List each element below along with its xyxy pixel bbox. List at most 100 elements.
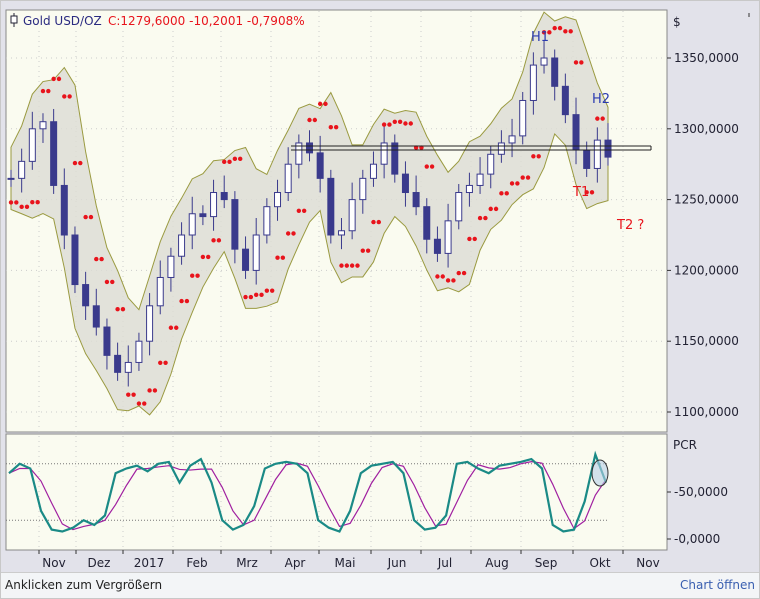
sar-dot bbox=[152, 388, 158, 393]
sar-dot bbox=[392, 119, 397, 124]
sar-dot bbox=[323, 101, 328, 107]
sar-dot bbox=[397, 119, 403, 124]
candle bbox=[455, 184, 463, 230]
sar-dot bbox=[104, 279, 110, 285]
sar-dot bbox=[488, 206, 493, 212]
sar-dot bbox=[429, 164, 435, 169]
month-label: Apr bbox=[285, 556, 306, 570]
candle bbox=[487, 145, 495, 189]
sar-dot bbox=[451, 278, 456, 283]
sar-dot bbox=[333, 124, 339, 130]
candle bbox=[135, 332, 143, 371]
currency-label: $ bbox=[673, 15, 681, 29]
sar-dot bbox=[387, 122, 392, 127]
sar-dot bbox=[371, 219, 376, 225]
sar-dot bbox=[280, 255, 286, 260]
sar-dot bbox=[14, 200, 19, 205]
sar-dot bbox=[584, 190, 589, 195]
price-tick-label: 1300,0000 bbox=[674, 122, 739, 136]
candle bbox=[92, 288, 100, 336]
sar-dot bbox=[445, 278, 451, 283]
sar-dot bbox=[46, 88, 51, 94]
candle bbox=[199, 205, 207, 226]
sar-dot bbox=[301, 208, 307, 213]
candle bbox=[359, 169, 367, 214]
sar-dot bbox=[30, 200, 35, 205]
sar-dot bbox=[275, 255, 280, 260]
sar-dot bbox=[24, 204, 30, 210]
candle bbox=[156, 260, 164, 315]
sar-dot bbox=[509, 181, 515, 186]
sar-dot bbox=[62, 94, 67, 99]
sar-dot bbox=[158, 360, 163, 365]
month-label: Jun bbox=[387, 556, 407, 570]
candle bbox=[508, 118, 516, 158]
sar-dot bbox=[493, 206, 499, 212]
sar-dot bbox=[477, 215, 483, 221]
sar-dot bbox=[200, 254, 206, 260]
price-tick-label: 1200,0000 bbox=[674, 263, 739, 277]
candle bbox=[369, 151, 377, 187]
candle bbox=[540, 41, 548, 74]
candle bbox=[433, 226, 441, 262]
month-label: Okt bbox=[589, 556, 610, 570]
candle bbox=[316, 135, 324, 193]
instrument-name: Gold USD/OZ bbox=[23, 14, 102, 28]
sar-dot bbox=[600, 116, 605, 121]
sar-dot bbox=[573, 60, 579, 65]
sar-dot bbox=[248, 294, 254, 300]
sar-dot bbox=[461, 270, 467, 276]
pcr-line bbox=[8, 450, 608, 533]
sar-dot bbox=[115, 306, 120, 312]
sar-dot bbox=[531, 154, 536, 159]
open-chart-link[interactable]: Chart öffnen bbox=[680, 578, 755, 592]
sar-dot bbox=[216, 238, 222, 243]
sar-dot bbox=[285, 231, 291, 236]
sar-dot bbox=[328, 124, 334, 130]
sar-dot bbox=[253, 292, 259, 298]
sar-dot bbox=[520, 175, 525, 180]
sar-dot bbox=[312, 117, 318, 123]
sar-dot bbox=[184, 298, 190, 304]
month-label: Nov bbox=[42, 556, 65, 570]
sar-dot bbox=[19, 204, 24, 210]
sar-dot bbox=[195, 273, 200, 278]
chart-canvas[interactable]: Gold USD/OZ C:1279,6000 -10,2001 -0,7908… bbox=[1, 1, 759, 572]
candle bbox=[60, 168, 68, 250]
annotation-t1: T1 bbox=[572, 185, 589, 200]
sar-dot bbox=[35, 200, 40, 205]
candle bbox=[593, 127, 601, 183]
candle bbox=[274, 179, 282, 221]
sar-dot bbox=[355, 263, 360, 268]
sar-dot bbox=[515, 181, 520, 186]
sar-dot bbox=[94, 256, 99, 262]
sar-dot bbox=[472, 236, 477, 242]
candle bbox=[146, 293, 154, 356]
candle bbox=[252, 218, 260, 285]
sar-dot bbox=[269, 288, 275, 293]
candle bbox=[124, 345, 132, 387]
candle bbox=[551, 49, 559, 101]
sar-dot bbox=[232, 156, 238, 162]
sar-dot bbox=[206, 254, 211, 260]
candle bbox=[327, 169, 335, 244]
month-label: Jul bbox=[437, 556, 452, 570]
sar-dot bbox=[344, 263, 350, 268]
sar-dot bbox=[211, 238, 216, 243]
candle bbox=[50, 108, 58, 194]
candle bbox=[220, 175, 228, 209]
sar-dot bbox=[291, 231, 296, 236]
sar-dot bbox=[381, 122, 387, 127]
candle bbox=[423, 198, 431, 254]
month-label: 2017 bbox=[134, 556, 165, 570]
sar-dot bbox=[589, 190, 595, 195]
annotation-h2: H2 bbox=[592, 92, 610, 107]
sar-dot bbox=[78, 160, 83, 166]
sar-dot bbox=[238, 156, 243, 162]
sar-dot bbox=[557, 25, 563, 31]
candle bbox=[519, 91, 527, 145]
candle bbox=[210, 179, 218, 231]
sar-dot bbox=[190, 273, 195, 278]
price-tick-label: 1350,0000 bbox=[674, 51, 739, 65]
